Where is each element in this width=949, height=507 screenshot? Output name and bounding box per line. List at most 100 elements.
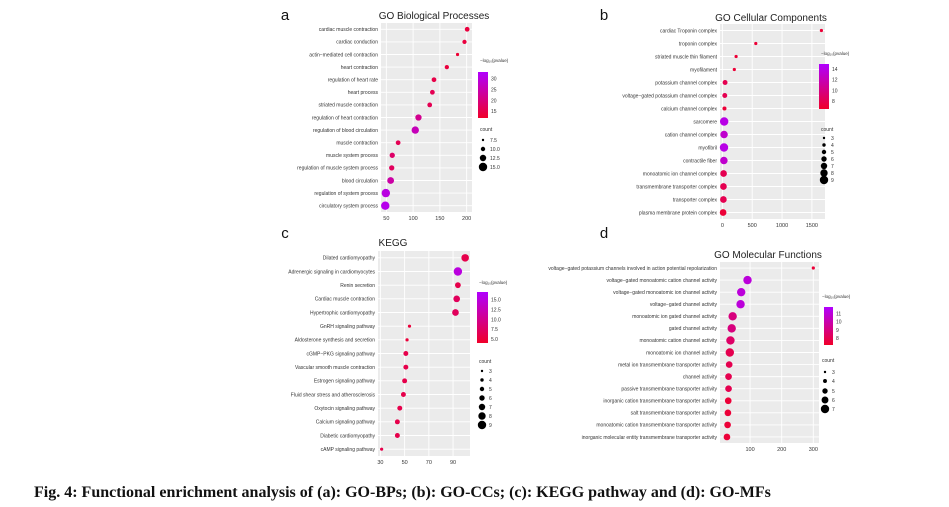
- size-legend-dot: [821, 396, 829, 404]
- category-label: myofilament: [690, 67, 718, 73]
- size-legend-title: count: [821, 127, 834, 133]
- size-legend-dot: [819, 175, 829, 185]
- color-legend-title: −log₁₀(pvalue): [821, 51, 850, 56]
- size-legend-label: 3: [832, 370, 835, 376]
- category-label: striated muscle contraction: [319, 103, 379, 109]
- category-label: Oxytocin signaling pathway: [314, 406, 375, 412]
- data-point: [754, 41, 758, 46]
- x-tick-label: 1000: [776, 223, 788, 229]
- size-legend-title: count: [480, 127, 493, 133]
- data-point: [734, 54, 738, 59]
- category-label: heart contraction: [341, 65, 378, 71]
- data-point: [722, 106, 727, 111]
- size-legend-label: 10.0: [490, 147, 500, 153]
- data-point: [722, 93, 728, 98]
- size-legend-label: 9: [489, 423, 492, 429]
- category-label: passive transmembrane transporter activi…: [621, 387, 717, 393]
- category-label: voltage−gated monoatomic ion channel act…: [613, 290, 717, 296]
- data-point: [394, 433, 400, 438]
- x-tick-label: 500: [748, 223, 757, 229]
- data-point: [722, 80, 728, 85]
- size-legend-label: 6: [489, 396, 492, 402]
- data-point: [719, 209, 727, 216]
- data-point: [719, 143, 729, 152]
- color-bar: [477, 292, 488, 343]
- size-legend-label: 4: [831, 143, 834, 149]
- category-label: metal ion transmembrane transporter acti…: [618, 362, 717, 368]
- category-label: myofibril: [698, 145, 717, 151]
- category-label: transporter complex: [673, 197, 718, 203]
- data-point: [453, 267, 463, 276]
- size-legend-dot: [820, 404, 830, 414]
- category-label: actin−mediated cell contraction: [309, 52, 378, 58]
- x-tick-label: 30: [377, 460, 383, 466]
- category-label: monoatomic ion channel activity: [646, 350, 717, 356]
- data-point: [743, 275, 752, 285]
- category-label: voltage−gated potassium channels involve…: [548, 266, 717, 272]
- color-legend-tick: 8: [832, 99, 835, 105]
- category-label: circulatory system process: [319, 204, 378, 210]
- data-point: [725, 373, 732, 380]
- size-legend-dot: [822, 388, 828, 394]
- data-point: [453, 295, 461, 303]
- category-label: Dilated cardiomyopathy: [323, 256, 376, 262]
- size-legend-dot: [822, 143, 826, 147]
- size-legend-dot: [479, 395, 485, 401]
- category-label: Calcium signaling pathway: [316, 420, 376, 426]
- size-legend-label: 6: [831, 157, 834, 163]
- data-point: [427, 102, 433, 108]
- color-legend-title: −log₁₀(pvalue): [822, 294, 851, 299]
- size-legend-label: 5: [489, 387, 492, 393]
- data-point: [381, 188, 391, 198]
- size-legend-label: 4: [489, 378, 492, 384]
- data-point: [415, 114, 422, 121]
- x-tick-label: 50: [383, 216, 389, 222]
- size-legend-dot: [823, 370, 827, 374]
- size-legend-label: 6: [832, 398, 835, 404]
- color-legend-tick: 10: [832, 88, 838, 94]
- color-legend-tick: 12: [832, 78, 838, 84]
- data-point: [727, 324, 736, 333]
- panel-title: KEGG: [379, 238, 408, 249]
- category-label: Cardiac muscle contraction: [315, 297, 376, 303]
- panel-letter: c: [281, 225, 289, 242]
- category-label: cAMP signaling pathway: [321, 447, 376, 453]
- panel-title: GO Molecular Functions: [714, 250, 822, 261]
- color-legend-tick: 20: [491, 98, 497, 104]
- size-legend-dot: [481, 138, 485, 142]
- data-point: [819, 28, 824, 33]
- category-label: regulation of heart contraction: [312, 115, 378, 121]
- size-legend-label: 7: [489, 405, 492, 411]
- data-point: [464, 26, 470, 32]
- category-label: Diabetic cardiomyopathy: [320, 433, 375, 439]
- size-legend-dot: [478, 403, 486, 411]
- data-point: [403, 364, 409, 370]
- data-point: [732, 67, 736, 72]
- data-point: [455, 52, 460, 57]
- x-tick-label: 70: [426, 460, 432, 466]
- size-legend-label: 7: [832, 407, 835, 413]
- size-legend-label: 3: [489, 369, 492, 375]
- category-label: Fluid shear stress and atherosclerosis: [291, 392, 376, 398]
- size-legend-label: 9: [831, 178, 834, 184]
- size-legend-dot: [820, 162, 828, 170]
- panel-letter: d: [600, 225, 608, 242]
- data-point: [720, 130, 728, 139]
- data-point: [725, 361, 733, 368]
- data-point: [403, 351, 409, 356]
- data-point: [397, 405, 403, 411]
- category-label: striated muscle thin filament: [655, 54, 718, 60]
- category-label: monoatomic ion gated channel activity: [632, 314, 717, 320]
- x-tick-label: 50: [402, 460, 408, 466]
- data-point: [389, 152, 395, 158]
- category-label: potassium channel complex: [655, 80, 717, 86]
- color-legend-title: −log₁₀(pvalue): [480, 58, 509, 63]
- category-label: plasma membrane protein complex: [639, 210, 718, 216]
- category-label: Renin secretion: [340, 283, 375, 289]
- data-point: [723, 433, 731, 441]
- size-legend-label: 8: [831, 171, 834, 177]
- size-legend-dot: [479, 154, 487, 162]
- data-point: [811, 266, 815, 270]
- data-point: [462, 39, 467, 45]
